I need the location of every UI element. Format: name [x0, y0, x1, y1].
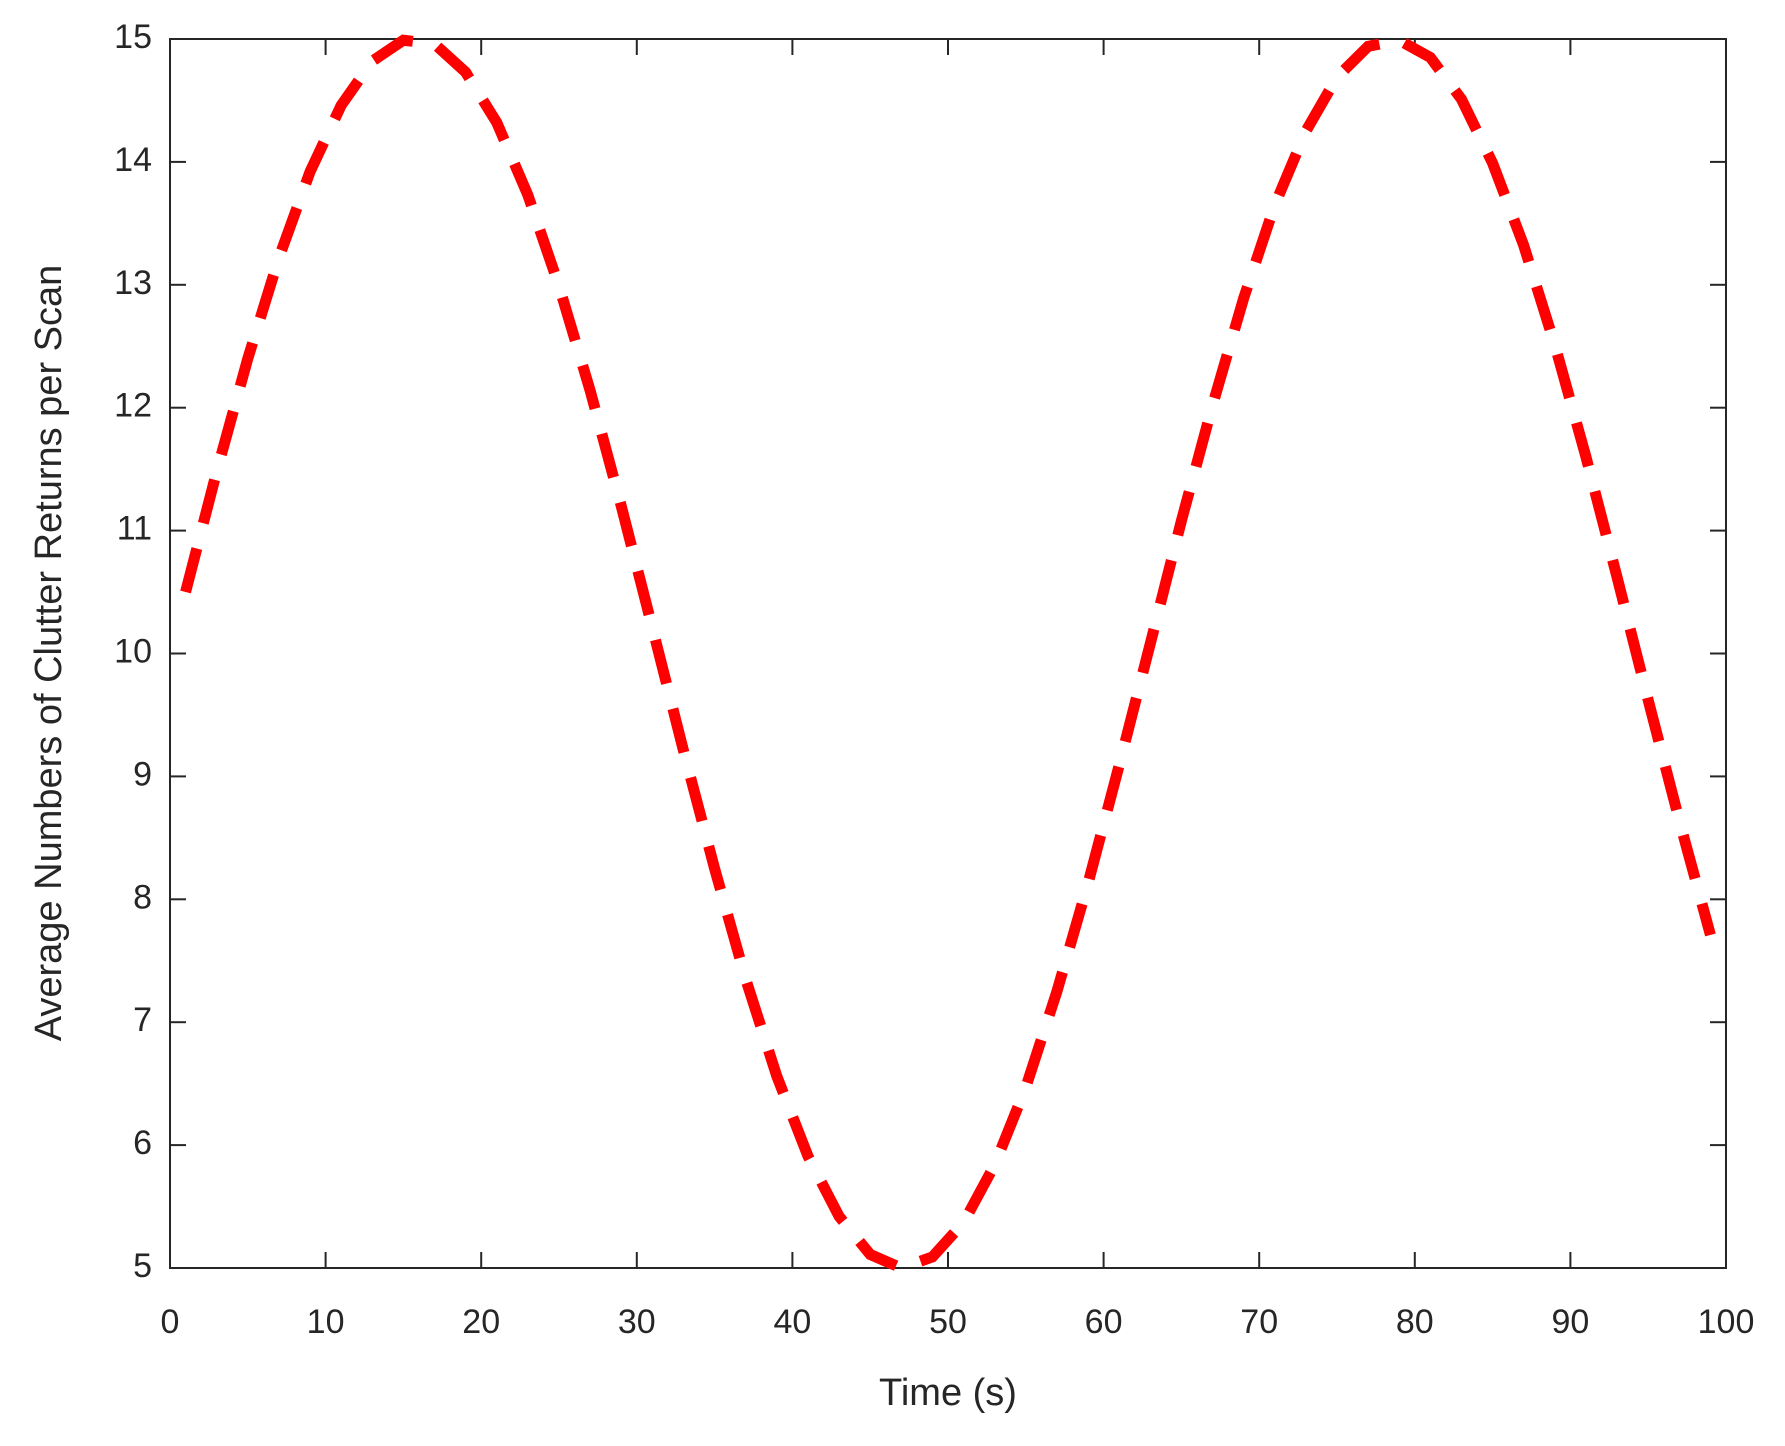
- x-tick-label: 60: [1085, 1303, 1123, 1341]
- x-tick-label: 0: [161, 1303, 180, 1341]
- y-tick-label: 9: [133, 755, 152, 793]
- y-tick-label: 14: [114, 141, 152, 179]
- x-tick-label: 40: [773, 1303, 811, 1341]
- x-tick-label: 70: [1240, 1303, 1278, 1341]
- plot-frame: [169, 38, 1727, 1269]
- x-tick-label: 20: [462, 1303, 500, 1341]
- y-axis-label: Average Numbers of Clutter Returns per S…: [28, 265, 70, 1042]
- y-tick-label: 8: [133, 878, 152, 916]
- y-tick-label: 12: [114, 387, 152, 425]
- y-tick-label: 13: [114, 264, 152, 302]
- x-tick-label: 80: [1396, 1303, 1434, 1341]
- data-line: [180, 34, 1716, 1274]
- x-tick-label: 50: [929, 1303, 967, 1341]
- x-axis-label: Time (s): [879, 1372, 1017, 1414]
- x-tick-label: 10: [307, 1303, 345, 1341]
- x-tick-label: 30: [618, 1303, 656, 1341]
- x-tick-label: 90: [1551, 1303, 1589, 1341]
- x-tick-label: 100: [1698, 1303, 1755, 1341]
- y-tick-label: 15: [114, 18, 152, 56]
- y-tick-label: 5: [133, 1247, 152, 1285]
- y-tick-label: 6: [133, 1124, 152, 1162]
- y-tick-label: 10: [114, 632, 152, 670]
- y-tick-label: 11: [117, 510, 152, 548]
- y-tick-label: 7: [133, 1001, 152, 1039]
